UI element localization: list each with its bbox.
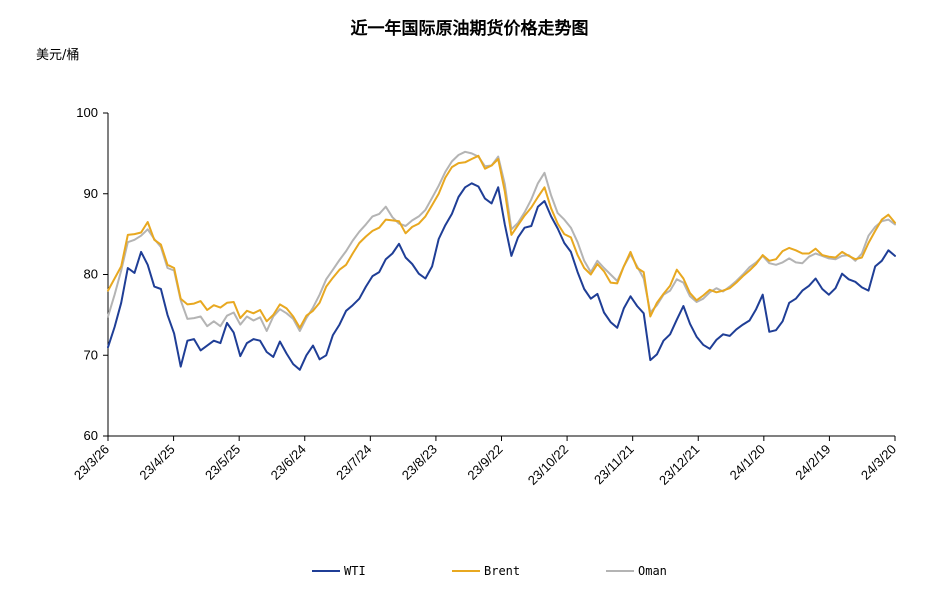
axes [107, 113, 895, 437]
x-tick-label: 23/12/21 [656, 442, 702, 488]
x-tick-label: 23/5/25 [202, 442, 243, 483]
y-tick-label: 90 [84, 186, 98, 201]
x-tick-label: 23/9/22 [464, 442, 505, 483]
y-tick-label: 70 [84, 347, 98, 362]
x-tick-label: 23/7/24 [333, 442, 374, 483]
x-tick-label: 23/3/26 [71, 442, 112, 483]
x-axis-ticks: 23/3/26 23/4/25 23/5/25 23/6/24 23/7/24 23/8/… [71, 436, 899, 488]
x-tick-label: 24/2/19 [792, 442, 833, 483]
x-tick-label: 24/3/20 [858, 442, 899, 483]
legend-label-brent: Brent [484, 564, 520, 578]
x-tick-label: 24/1/20 [727, 442, 768, 483]
x-tick-label: 23/4/25 [136, 442, 177, 483]
legend: WTI Brent Oman [312, 564, 667, 578]
x-tick-label: 23/6/24 [268, 442, 309, 483]
series-line-brent [107, 154, 896, 329]
y-tick-label: 100 [76, 105, 98, 120]
x-tick-label: 23/11/21 [591, 442, 637, 488]
legend-label-wti: WTI [344, 564, 366, 578]
legend-label-oman: Oman [638, 564, 667, 578]
y-tick-label: 60 [84, 428, 98, 443]
series-lines [107, 150, 896, 371]
y-axis-unit-label: 美元/桶 [36, 48, 80, 63]
x-tick-label: 23/10/22 [525, 442, 571, 488]
chart-title: 近一年国际原油期货价格走势图 [350, 19, 589, 39]
series-line-wti [107, 182, 896, 371]
x-tick-label: 23/8/23 [399, 442, 440, 483]
y-axis-ticks: 60 70 80 90 100 [76, 105, 108, 443]
y-tick-label: 80 [84, 267, 98, 282]
